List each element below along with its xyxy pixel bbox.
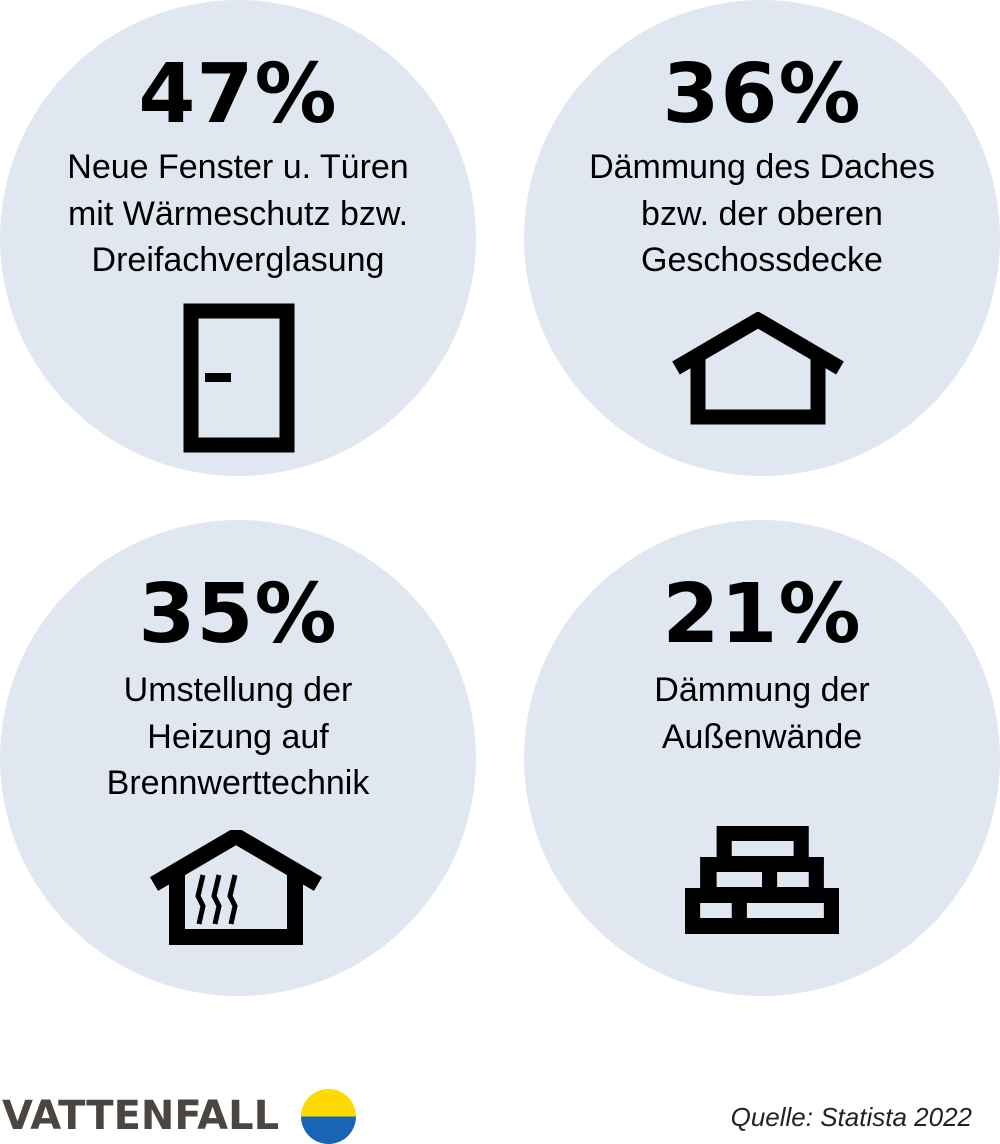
heated-house-icon — [149, 830, 323, 945]
circle-heating — [0, 520, 476, 996]
percentage-windows-doors: 47% — [138, 47, 338, 142]
brand-logo-text: VATTENFALL — [2, 1093, 280, 1139]
brand-logo-icon — [301, 1089, 356, 1144]
circle-windows-doors — [0, 0, 476, 476]
percentage-roof-insulation: 36% — [662, 47, 862, 142]
source-note: Quelle: Statista 2022 — [730, 1102, 972, 1132]
label-wall-insulation: Dämmung der Außenwände — [654, 671, 870, 756]
circle-roof-insulation — [524, 0, 1000, 476]
label-heating: Umstellung der Heizung auf Brennwerttech… — [106, 671, 370, 802]
percentage-wall-insulation: 21% — [662, 567, 862, 662]
label-roof-insulation: Dämmung des Daches bzw. der oberen Gesch… — [589, 148, 935, 279]
door-icon — [183, 303, 295, 453]
roof-house-icon — [672, 312, 844, 425]
brick-wall-icon — [685, 826, 839, 934]
percentage-heating: 35% — [138, 567, 338, 662]
circle-wall-insulation — [524, 520, 1000, 996]
label-windows-doors: Neue Fenster u. Türen mit Wärmeschutz bz… — [67, 148, 409, 279]
